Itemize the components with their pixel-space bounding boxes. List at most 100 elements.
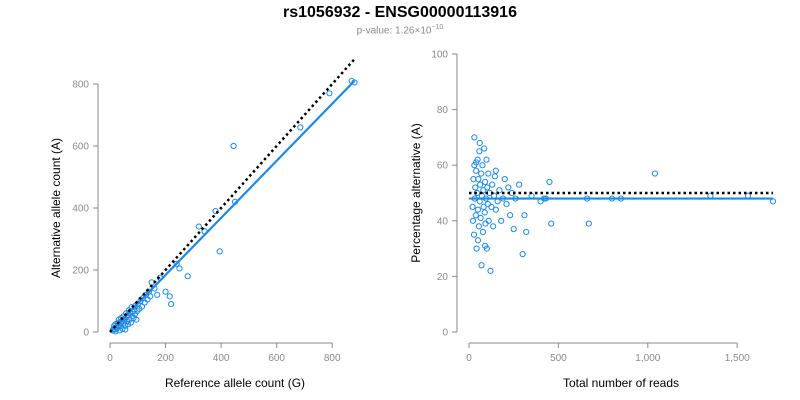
data-point xyxy=(478,262,485,269)
data-point xyxy=(476,139,483,147)
x-tick-label: 200 xyxy=(157,353,174,364)
y-tick-label: 600 xyxy=(72,142,89,153)
data-point xyxy=(483,156,490,163)
data-point xyxy=(112,328,119,335)
data-point xyxy=(475,223,482,230)
data-point xyxy=(477,214,484,222)
x-tick-label: 400 xyxy=(213,353,230,364)
data-point xyxy=(481,242,489,249)
data-point xyxy=(485,170,492,177)
data-point xyxy=(184,273,191,280)
data-point xyxy=(489,181,496,188)
data-point xyxy=(212,208,219,215)
data-point xyxy=(124,321,132,328)
panel-allele-counts: 0 200 400 600 800 0 200 400 600 800 Reference alle… xyxy=(49,58,358,390)
data-point xyxy=(510,226,517,233)
data-point xyxy=(491,173,499,180)
data-point xyxy=(122,326,129,333)
y-tick-label: 0 xyxy=(442,328,448,339)
data-point xyxy=(474,206,482,213)
data-point xyxy=(133,316,140,323)
data-point xyxy=(173,260,180,267)
data-point xyxy=(162,288,169,295)
data-point xyxy=(481,209,488,216)
data-point xyxy=(476,148,483,155)
chart-subtitle: p-value: 1.26×10−10 xyxy=(0,24,800,36)
data-point xyxy=(148,279,155,286)
data-point xyxy=(297,124,304,131)
data-point xyxy=(523,228,530,236)
reference-line xyxy=(109,58,356,333)
y-tick-label: 400 xyxy=(72,204,89,215)
y-tick-label: 80 xyxy=(437,105,449,116)
data-point xyxy=(503,201,510,208)
data-point xyxy=(469,217,477,224)
data-point xyxy=(326,90,333,97)
x-tick-label: 1,500 xyxy=(725,353,750,364)
data-point xyxy=(498,217,505,224)
data-point xyxy=(515,181,523,188)
data-point xyxy=(230,142,237,150)
data-point xyxy=(487,267,494,274)
data-point xyxy=(492,206,499,213)
x-tick-label: 0 xyxy=(466,353,472,364)
x-axis-label: Reference allele count (G) xyxy=(165,376,305,390)
data-point xyxy=(470,231,478,238)
data-point xyxy=(154,291,161,298)
data-point xyxy=(476,181,484,188)
data-point xyxy=(473,189,481,197)
x-axis-label: Total number of reads xyxy=(563,376,679,390)
y-tick-label: 0 xyxy=(83,328,89,339)
data-point xyxy=(501,176,508,183)
data-point xyxy=(492,167,499,174)
data-point xyxy=(651,170,659,177)
data-point xyxy=(480,203,487,210)
y-axis-label: Percentage alternative (A) xyxy=(409,123,423,262)
y-tick-label: 20 xyxy=(437,272,449,283)
fit-line xyxy=(109,80,356,333)
data-point xyxy=(585,220,592,227)
data-point xyxy=(496,187,503,194)
x-tick-label: 1,000 xyxy=(635,353,660,364)
y-tick-label: 60 xyxy=(437,161,449,172)
data-point xyxy=(484,184,491,191)
data-point xyxy=(481,178,489,185)
data-point xyxy=(485,217,492,224)
data-point xyxy=(507,212,514,219)
data-point xyxy=(138,303,146,310)
data-point xyxy=(168,301,175,308)
data-point xyxy=(484,201,491,208)
y-axis-label: Alternative allele count (A) xyxy=(49,138,63,278)
data-point xyxy=(471,134,478,141)
p-value-exponent: −10 xyxy=(431,24,444,31)
data-point xyxy=(481,145,488,152)
data-point xyxy=(195,223,202,230)
y-tick-label: 40 xyxy=(437,216,449,227)
data-point xyxy=(482,220,489,227)
data-point xyxy=(147,293,154,300)
data-point xyxy=(479,162,486,169)
data-point xyxy=(166,293,173,300)
data-point xyxy=(490,223,497,230)
x-tick-label: 800 xyxy=(324,353,341,364)
data-point xyxy=(473,159,480,166)
data-point xyxy=(548,220,555,227)
data-point xyxy=(546,178,553,185)
data-point xyxy=(473,167,480,174)
x-tick-label: 0 xyxy=(107,353,113,364)
panel-percentage-alternative: 0 500 1,000 1,500 0 20 40 60 80 100 Total number o… xyxy=(409,50,777,390)
data-point xyxy=(472,212,479,219)
x-tick-label: 500 xyxy=(550,353,567,364)
x-tick-label: 600 xyxy=(268,353,285,364)
data-point xyxy=(176,265,183,272)
data-point xyxy=(475,176,482,183)
data-point xyxy=(519,251,526,258)
data-point xyxy=(479,228,487,236)
y-tick-label: 200 xyxy=(72,266,89,277)
data-point xyxy=(478,170,485,177)
data-point xyxy=(469,203,476,210)
data-point xyxy=(505,184,512,191)
data-point xyxy=(472,184,479,191)
p-value-text: p-value: 1.26×10 xyxy=(356,25,432,37)
